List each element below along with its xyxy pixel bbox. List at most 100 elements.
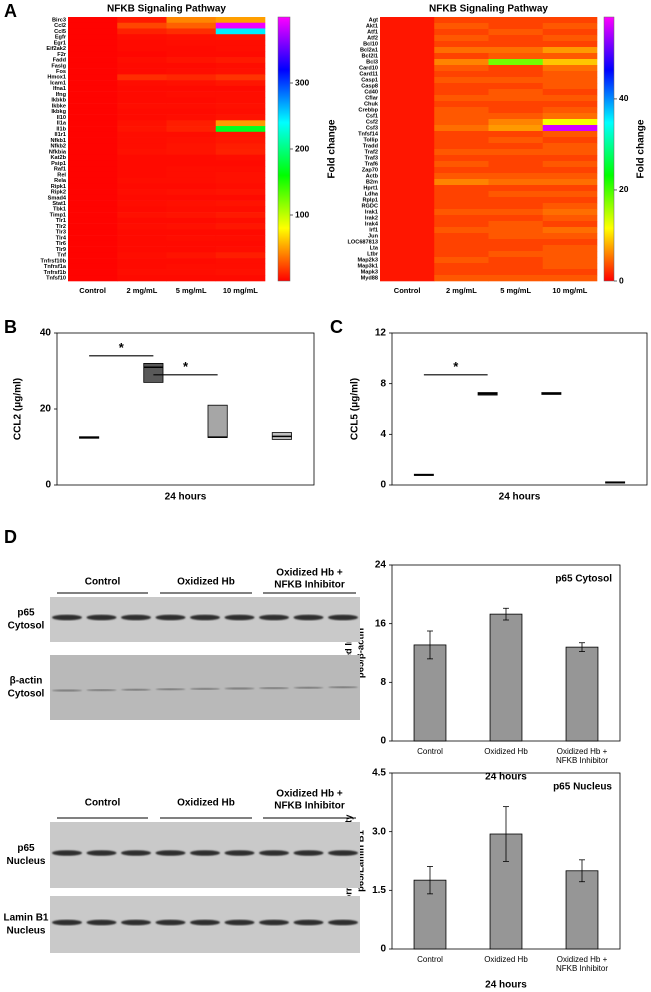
heat-cell [117, 269, 167, 276]
heat-cell [215, 97, 266, 104]
y-axis-label-line: p65/β-actin [356, 628, 367, 678]
y-tick-label: 24 [375, 560, 387, 571]
blot-band [224, 614, 255, 621]
significance-label: * [119, 340, 125, 355]
heat-cell [117, 217, 167, 224]
heat-cell [380, 257, 435, 264]
row-label: Tbk1 [53, 207, 66, 213]
heat-cell [542, 161, 598, 168]
heat-cell [68, 183, 118, 190]
heat-cell [434, 203, 489, 210]
heat-cell [542, 233, 598, 240]
heat-cell [215, 212, 266, 219]
row-label: Ikbkg [51, 109, 66, 115]
heat-cell [434, 221, 489, 228]
blot-group-label: Control [85, 577, 121, 588]
heat-cell [166, 275, 217, 282]
heat-cell [434, 167, 489, 174]
row-label: Traf2 [365, 149, 378, 155]
heat-cell [117, 258, 167, 265]
heat-cell [542, 47, 598, 54]
heat-cell [215, 108, 266, 115]
heat-cell [434, 17, 489, 24]
row-label: Ikbkb [51, 98, 66, 104]
heat-cell [380, 191, 435, 198]
row-label: Tlr4 [56, 235, 67, 241]
row-label: Atf2 [367, 35, 378, 41]
heat-cell [434, 251, 489, 258]
heat-cell [380, 167, 435, 174]
heat-cell [488, 143, 544, 150]
heat-cell [166, 154, 217, 161]
blot-row-label: β-actin [10, 676, 43, 687]
heat-cell [215, 217, 266, 224]
heat-cell [434, 137, 489, 144]
blot-band [293, 614, 324, 621]
heat-cell [434, 185, 489, 192]
heat-cell [68, 246, 118, 253]
row-label: Rela [54, 178, 67, 184]
heat-cell [166, 217, 217, 224]
row-label: Mapk3 [361, 269, 378, 275]
heat-cell [215, 51, 266, 58]
blot-row-label: Cytosol [8, 689, 45, 700]
heat-cell [488, 215, 544, 222]
heat-cell [68, 235, 118, 242]
heat-cell [117, 143, 167, 150]
row-label: Il1a [57, 121, 67, 127]
heat-cell [488, 77, 544, 84]
colorbar-tick-label: 300 [295, 77, 309, 87]
heat-cell [488, 269, 544, 276]
heat-cell [68, 114, 118, 121]
y-tick-label: 0 [380, 480, 386, 491]
row-label: Ripk1 [51, 184, 66, 190]
heat-cell [68, 217, 118, 224]
blot-band [86, 689, 117, 691]
heat-cell [434, 131, 489, 138]
heat-cell [434, 83, 489, 90]
row-label: Ifng [56, 92, 67, 98]
x-tick-label: 5 mg/mL [500, 286, 531, 295]
row-label: Traf6 [365, 161, 378, 167]
heat-cell [215, 45, 266, 52]
heat-cell [166, 206, 217, 213]
heat-cell [542, 197, 598, 204]
x-tick-label: Control [417, 747, 443, 756]
blot-group-label: NFKB Inhibitor [274, 580, 345, 591]
heat-cell [542, 41, 598, 48]
heat-cell [488, 107, 544, 114]
blot-band [224, 687, 255, 690]
colorbar-tick-label: 0 [619, 275, 624, 285]
chart-title: p65 Cytosol [555, 574, 612, 585]
x-axis-label: 24 hours [499, 492, 541, 503]
heat-cell [488, 263, 544, 270]
heat-cell [380, 53, 435, 60]
heat-cell [166, 240, 217, 247]
heat-cell [68, 189, 118, 196]
heat-cell [117, 108, 167, 115]
heat-cell [68, 137, 118, 144]
heat-cell [215, 68, 266, 75]
x-tick-label: 10 mg/mL [223, 286, 258, 295]
heat-cell [68, 229, 118, 236]
heat-cell [166, 34, 217, 41]
heat-cell [68, 154, 118, 161]
heat-cell [488, 221, 544, 228]
heat-cell [542, 95, 598, 102]
row-label: Kat2b [50, 155, 66, 161]
heat-cell [380, 41, 435, 48]
heat-cell [215, 223, 266, 230]
heat-cell [68, 258, 118, 265]
row-label: Timp1 [50, 212, 66, 218]
row-label: Fos [56, 69, 66, 75]
row-label: Stat1 [52, 201, 66, 207]
heat-cell [380, 77, 435, 84]
heat-cell [117, 154, 167, 161]
blot-band [259, 919, 289, 926]
y-tick-label: 16 [375, 618, 387, 629]
row-label: Il1b [56, 126, 66, 132]
row-label: Actb [366, 173, 379, 179]
x-tick-label: Oxidized Hb + [557, 955, 608, 964]
heat-cell [434, 113, 489, 120]
